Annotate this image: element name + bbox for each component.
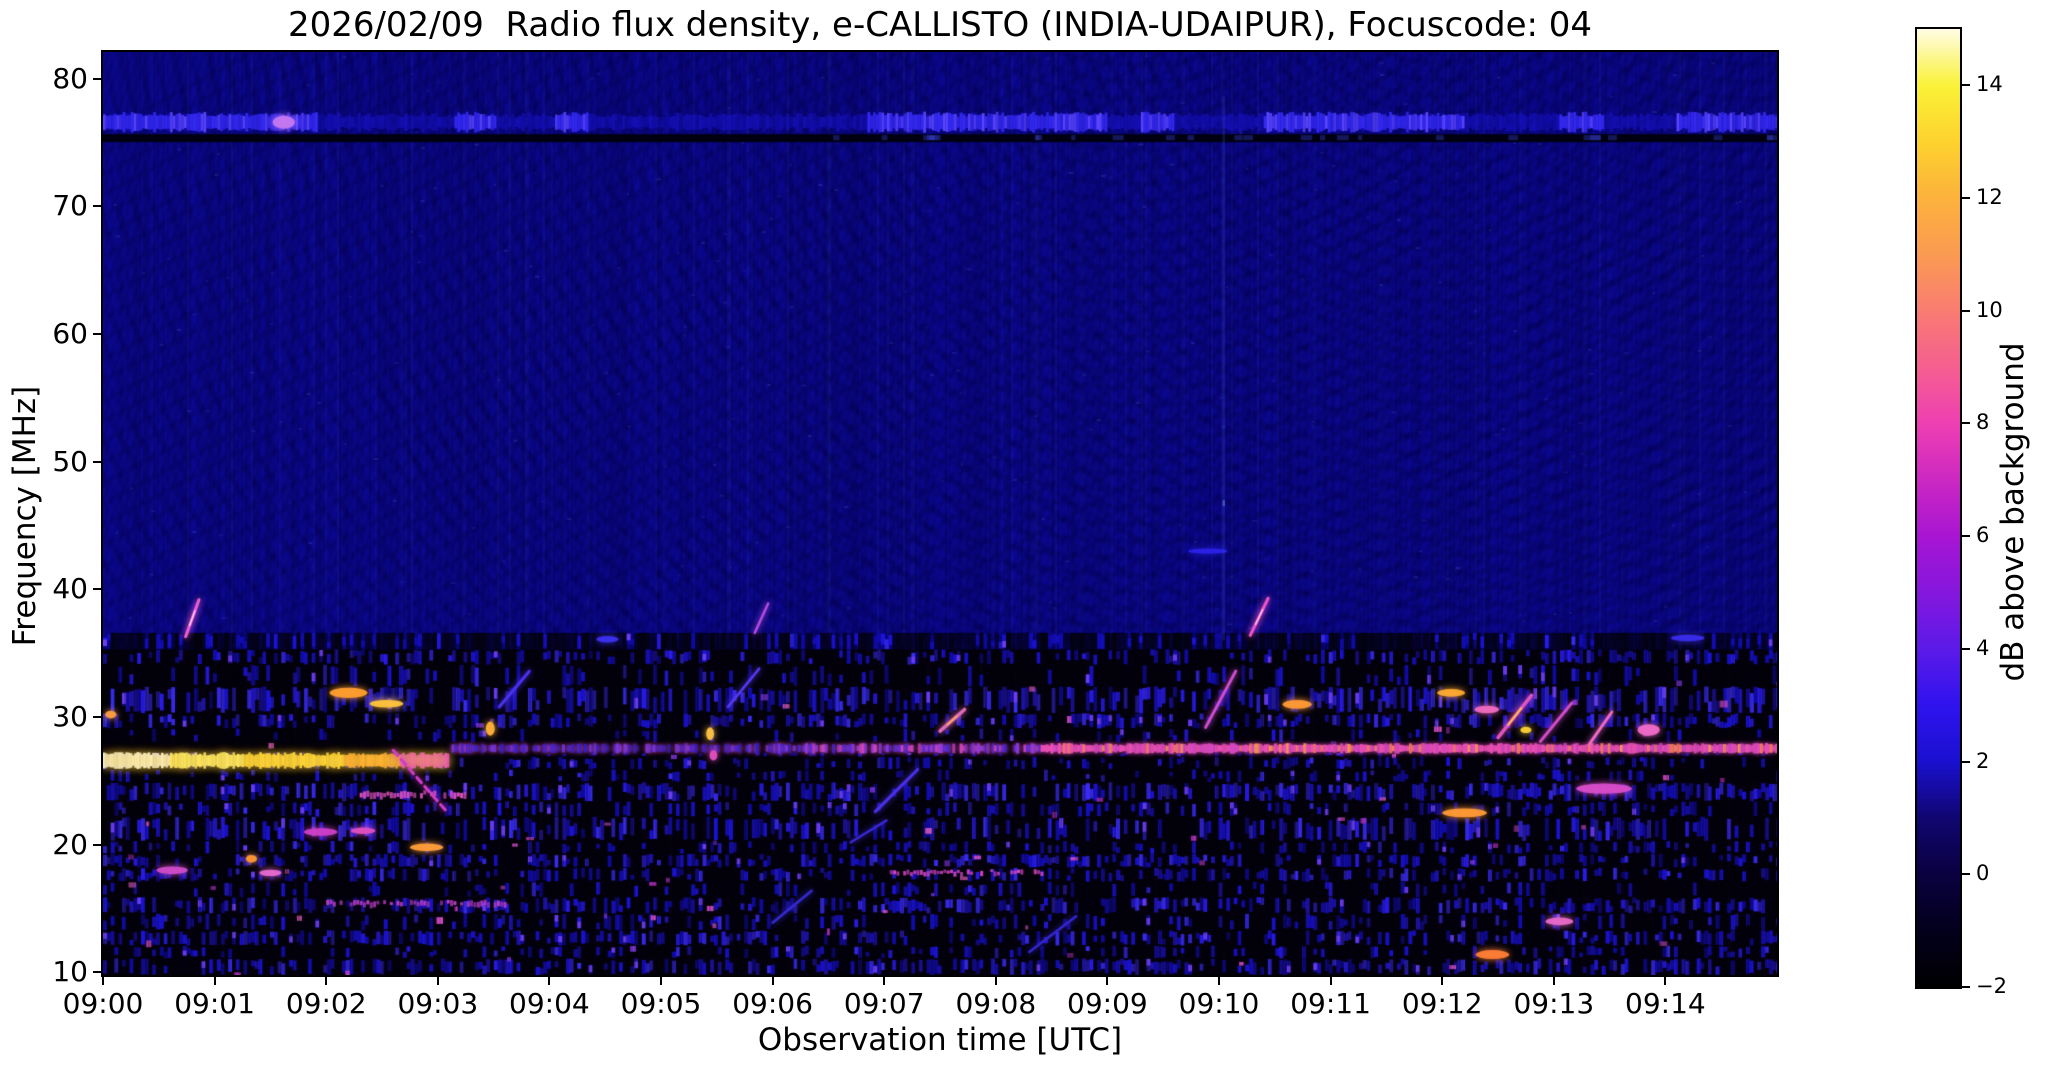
x-tick-label: 09:11 bbox=[1290, 987, 1371, 1020]
colorbar-tick bbox=[1962, 197, 1970, 200]
y-tick bbox=[93, 588, 101, 591]
x-tick bbox=[1441, 977, 1444, 985]
y-tick bbox=[93, 205, 101, 208]
x-tick bbox=[213, 977, 216, 985]
colorbar-tick bbox=[1962, 84, 1970, 87]
y-tick bbox=[93, 460, 101, 463]
colorbar-tick bbox=[1962, 873, 1970, 876]
colorbar-tick-label: 0 bbox=[1976, 861, 1990, 886]
colorbar-gradient bbox=[1917, 29, 1960, 987]
y-tick-label: 10 bbox=[52, 955, 88, 989]
x-tick bbox=[1552, 977, 1555, 985]
x-tick-label: 09:12 bbox=[1401, 987, 1483, 1020]
colorbar-tick bbox=[1962, 760, 1970, 763]
colorbar-tick bbox=[1962, 422, 1970, 425]
y-tick bbox=[93, 333, 101, 336]
x-tick bbox=[1664, 977, 1667, 985]
colorbar-tick bbox=[1962, 535, 1970, 538]
x-tick bbox=[994, 977, 997, 985]
x-tick-label: 09:08 bbox=[955, 987, 1037, 1020]
colorbar-tick-label: 14 bbox=[1976, 72, 2003, 97]
x-tick bbox=[1218, 977, 1220, 985]
x-tick bbox=[771, 977, 774, 985]
colorbar bbox=[1915, 27, 1962, 989]
x-tick-label: 09:03 bbox=[397, 987, 479, 1020]
y-tick-label: 70 bbox=[52, 189, 88, 223]
x-tick-label: 09:02 bbox=[285, 987, 367, 1020]
colorbar-tick-label: −2 bbox=[1976, 974, 2007, 998]
y-tick bbox=[93, 971, 101, 974]
x-tick bbox=[325, 977, 328, 985]
x-axis-label: Observation time [UTC] bbox=[757, 1022, 1123, 1058]
x-tick-label: 09:05 bbox=[620, 987, 702, 1020]
y-tick-label: 50 bbox=[52, 444, 88, 478]
y-tick-label: 40 bbox=[52, 572, 88, 606]
y-tick bbox=[93, 843, 101, 846]
x-tick bbox=[660, 977, 662, 985]
x-tick bbox=[883, 977, 886, 985]
colorbar-tick-label: 12 bbox=[1976, 185, 2003, 210]
x-tick-label: 09:00 bbox=[62, 987, 144, 1020]
y-axis-label: Frequency [MHz] bbox=[7, 385, 43, 647]
x-tick bbox=[102, 977, 104, 985]
x-tick-label: 09:06 bbox=[732, 987, 813, 1020]
y-tick-label: 60 bbox=[52, 317, 88, 351]
colorbar-tick bbox=[1962, 647, 1970, 650]
spectrogram-canvas bbox=[103, 52, 1777, 975]
spectrogram-plot bbox=[101, 50, 1779, 977]
colorbar-tick-label: 4 bbox=[1976, 635, 1990, 660]
y-tick-label: 20 bbox=[52, 827, 88, 861]
y-tick bbox=[93, 77, 101, 80]
colorbar-tick bbox=[1962, 309, 1970, 312]
x-tick-label: 09:09 bbox=[1067, 987, 1148, 1020]
x-tick bbox=[436, 977, 439, 985]
x-tick-label: 09:01 bbox=[174, 987, 255, 1020]
colorbar-label: dB above background bbox=[1995, 342, 2031, 682]
colorbar-tick-label: 10 bbox=[1976, 297, 2003, 322]
colorbar-tick-label: 2 bbox=[1976, 748, 1990, 773]
x-tick-label: 09:13 bbox=[1513, 987, 1595, 1020]
x-tick-label: 09:04 bbox=[509, 987, 590, 1020]
x-tick-label: 09:10 bbox=[1178, 987, 1260, 1020]
y-tick-label: 80 bbox=[52, 61, 88, 95]
y-tick-label: 30 bbox=[52, 700, 88, 734]
colorbar-tick-label: 6 bbox=[1976, 523, 1990, 548]
x-tick bbox=[1106, 977, 1109, 985]
chart-title: 2026/02/09 Radio flux density, e-CALLIST… bbox=[287, 5, 1593, 45]
colorbar-tick bbox=[1962, 986, 1970, 988]
colorbar-tick-label: 8 bbox=[1976, 410, 1990, 435]
x-tick bbox=[1329, 977, 1332, 985]
y-tick bbox=[93, 716, 101, 719]
x-tick-label: 09:07 bbox=[843, 987, 925, 1020]
x-tick-label: 09:14 bbox=[1625, 987, 1706, 1020]
x-tick bbox=[548, 977, 551, 985]
